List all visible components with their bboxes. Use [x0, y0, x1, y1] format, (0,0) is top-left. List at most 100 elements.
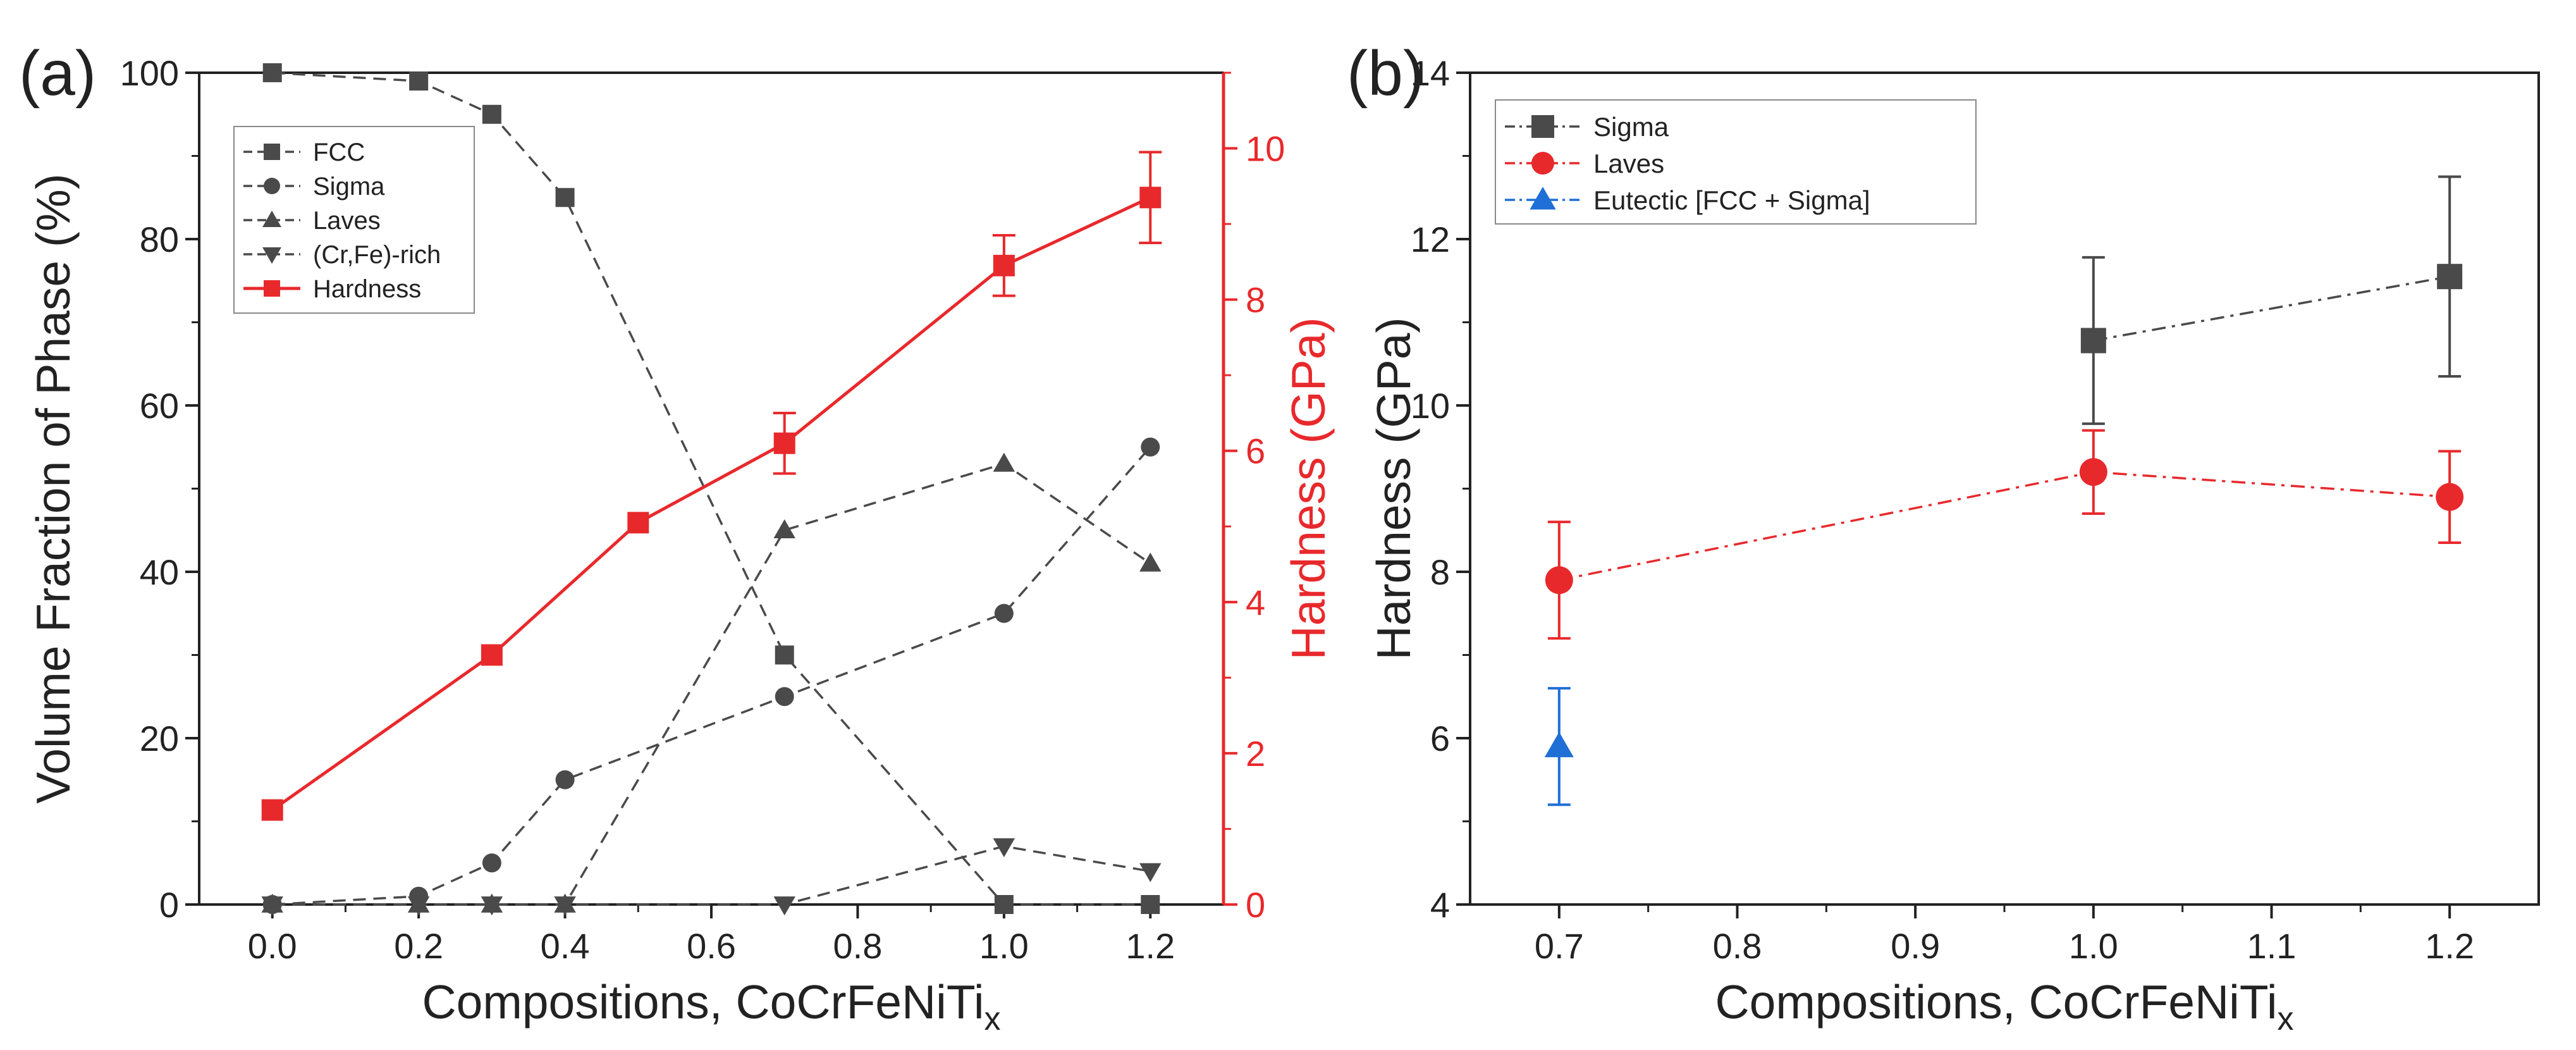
panel-a-y-axis-label: Volume Fraction of Phase (%)	[27, 173, 80, 803]
panel-a-series-laves-point-6	[1139, 552, 1162, 572]
panel-a-series-fcc-point-5	[994, 895, 1014, 914]
panel-a-legend-sigma-label: Sigma	[313, 173, 385, 201]
panel-a-series-sigma-point-2	[482, 853, 501, 873]
panel-a-series-sigma-point-6	[1141, 437, 1160, 457]
panel-b-y-tick-label-3: 10	[1411, 386, 1450, 426]
panel-a-x-axis-label-sub: x	[984, 1001, 1001, 1037]
panel-b-y-tick-label-5: 14	[1411, 53, 1450, 93]
panel-a-x-tick-label-4: 0.8	[833, 926, 882, 966]
panel-b-series-laves-point-2	[2436, 483, 2464, 511]
panel-a-y-tick-label-1: 20	[140, 719, 179, 758]
panel-a-series-laves-point-4	[773, 519, 795, 538]
panel-a-legend-sigma-marker	[264, 178, 280, 194]
panel-a-series-sigma-point-3	[555, 770, 575, 789]
panel-a-series-fcc-point-1	[409, 71, 429, 91]
panel-b-legend: Sigma Laves Eutectic [FCC + Sigma]	[1495, 99, 1977, 225]
panel-a-series-fcc-point-0	[262, 63, 282, 82]
panel-a-series-fcc-point-2	[482, 104, 501, 124]
panel-a-series-cr-fe-rich-point-0	[261, 896, 283, 916]
panel-b-y-tick-label-4: 12	[1411, 219, 1450, 259]
panel-b-series-laves	[1545, 429, 2464, 640]
panel-b-legend-sigma-label: Sigma	[1593, 112, 1669, 142]
panel-a-series-fcc-point-3	[555, 188, 575, 207]
panel-b-x-axis-label-sub: x	[2278, 1001, 2294, 1037]
panel-a-y2-tick-label-3: 6	[1246, 431, 1265, 471]
panel-b-legend-eutectic-fcc-sigma-label: Eutectic [FCC + Sigma]	[1593, 185, 1870, 215]
panel-a-series-cr-fe-rich	[261, 838, 1162, 916]
panel-b-series-eutectic-fcc-sigma	[1544, 687, 1574, 806]
panel-a-series-hardness	[261, 151, 1162, 821]
panel-b-legend-laves-marker	[1531, 152, 1554, 175]
panel-a-series-cr-fe-rich-point-5	[993, 838, 1015, 858]
panel-label-a: (a)	[19, 38, 96, 109]
panel-b-series-sigma	[2080, 175, 2463, 425]
panel-a-series-cr-fe-rich-point-1	[407, 896, 430, 916]
panel-a-series-hardness-point-0	[261, 799, 283, 821]
panel-a-y2-tick-label-2: 4	[1246, 583, 1265, 622]
panel-a-y-tick-label-3: 60	[140, 386, 179, 426]
panel-a-series-hardness-point-2	[627, 512, 649, 534]
panel-a-y-tick-label-5: 100	[120, 53, 179, 93]
panel-a-series-hardness-point-4	[993, 254, 1015, 276]
panel-a-y2-tick-label-5: 10	[1246, 129, 1285, 169]
panel-b-legend-eutectic-fcc-sigma-marker	[1530, 187, 1556, 210]
panel-a-legend-cr-fe-rich-marker	[262, 247, 281, 264]
panel-b-y-axis-label: Hardness (GPa)	[1367, 318, 1420, 660]
panel-b-series-sigma-line	[2093, 275, 2450, 342]
panel-a-legend-fcc-marker	[264, 144, 280, 160]
panel-b-y-tick-label-1: 6	[1430, 719, 1450, 758]
panel-b-series-laves-point-0	[1545, 566, 1573, 595]
panel-a-x-tick-label-6: 1.2	[1125, 926, 1175, 966]
panel-a-series-laves-point-5	[993, 452, 1015, 472]
panel-b-ticks: 0.7 0.8 0.9 1.0 1.1 1.2 4 6 8 10 12 14	[1411, 53, 2474, 966]
panel-b-legend-box	[1495, 99, 1977, 225]
panel-b-series	[1544, 175, 2464, 806]
panel-a-series-sigma-point-4	[775, 687, 794, 707]
panel-a-series-cr-fe-rich-point-2	[481, 896, 503, 916]
panel-a-ticks: 0.0 0.2 0.4 0.6 0.8 1.0 1.2 0 20 40 60 80 100 0 2 4 6 8 10	[120, 53, 1285, 966]
panel-b-legend-sigma-marker	[1531, 115, 1554, 138]
panel-b: (b) 0.7 0.8 0.9 1.0 1.1 1.2 4 6 8 10 12 14 Sigma Lav…	[1347, 38, 2540, 1037]
panel-a-series-fcc	[262, 63, 1160, 914]
panel-a-y2-tick-label-0: 0	[1246, 885, 1265, 925]
panel-a-legend-cr-fe-rich-label: (Cr,Fe)-rich	[313, 241, 441, 269]
panel-b-x-tick-label-0: 0.7	[1535, 926, 1584, 966]
panel-a-legend-fcc-label: FCC	[313, 139, 365, 166]
panel-a-y-tick-label-0: 0	[159, 885, 179, 925]
panel-b-x-tick-label-5: 1.2	[2425, 926, 2474, 966]
panel-a-x-axis-label-main: Compositions, CoCrFeNiTi	[422, 975, 984, 1028]
panel-b-y-tick-label-0: 4	[1430, 885, 1450, 925]
panel-a-x-tick-label-3: 0.6	[687, 926, 736, 966]
panel-b-series-eutectic-fcc-sigma-point-0	[1544, 732, 1574, 758]
panel-a-legend: FCC Sigma Laves (Cr,Fe)-rich Hardness	[233, 126, 475, 314]
panel-a-legend-laves-marker	[262, 211, 281, 228]
panel-a: (a) 0.0 0.2 0.4 0.6 0.8 1.0 1.2 0 20 40 60 80 100 0 2 4…	[19, 38, 1335, 1037]
panel-b-x-axis-label: Compositions, CoCrFeNiTix	[1715, 975, 2293, 1037]
panel-b-x-tick-label-2: 0.9	[1891, 926, 1940, 966]
panel-a-x-tick-label-5: 1.0	[979, 926, 1029, 966]
panel-a-y-tick-label-2: 40	[140, 552, 179, 592]
panel-a-legend-laves-label: Laves	[313, 207, 381, 235]
panel-a-y2-tick-label-1: 2	[1246, 734, 1265, 774]
panel-b-legend-laves-label: Laves	[1593, 149, 1664, 178]
panel-b-x-tick-label-3: 1.0	[2069, 926, 2118, 966]
panel-a-series-sigma-point-5	[994, 603, 1014, 623]
panel-a-series-fcc-point-6	[1141, 895, 1160, 914]
panel-b-series-sigma-point-1	[2437, 264, 2463, 290]
panel-b-series-laves-point-1	[2079, 458, 2107, 486]
panel-a-series-cr-fe-rich-point-4	[773, 896, 795, 916]
panel-a-x-tick-label-0: 0.0	[248, 926, 297, 966]
panel-a-legend-hardness-label: Hardness	[313, 275, 421, 303]
panel-a-x-tick-label-1: 0.2	[394, 926, 443, 966]
panel-b-x-tick-label-1: 0.8	[1713, 926, 1762, 966]
panel-label-b: (b)	[1347, 38, 1424, 109]
panel-a-y2-axis-label: Hardness (GPa)	[1282, 318, 1335, 660]
panel-a-y2-tick-label-4: 8	[1246, 280, 1265, 320]
panel-a-series-cr-fe-rich-point-3	[554, 896, 576, 916]
panel-a-series-fcc-point-4	[775, 645, 794, 665]
panel-a-series-hardness-point-3	[773, 432, 795, 454]
panel-b-y-tick-label-2: 8	[1430, 552, 1450, 592]
panel-a-x-tick-label-2: 0.4	[541, 926, 590, 966]
panel-b-x-axis-label-main: Compositions, CoCrFeNiTi	[1715, 975, 2277, 1028]
panel-a-x-axis-label: Compositions, CoCrFeNiTix	[422, 975, 1000, 1037]
